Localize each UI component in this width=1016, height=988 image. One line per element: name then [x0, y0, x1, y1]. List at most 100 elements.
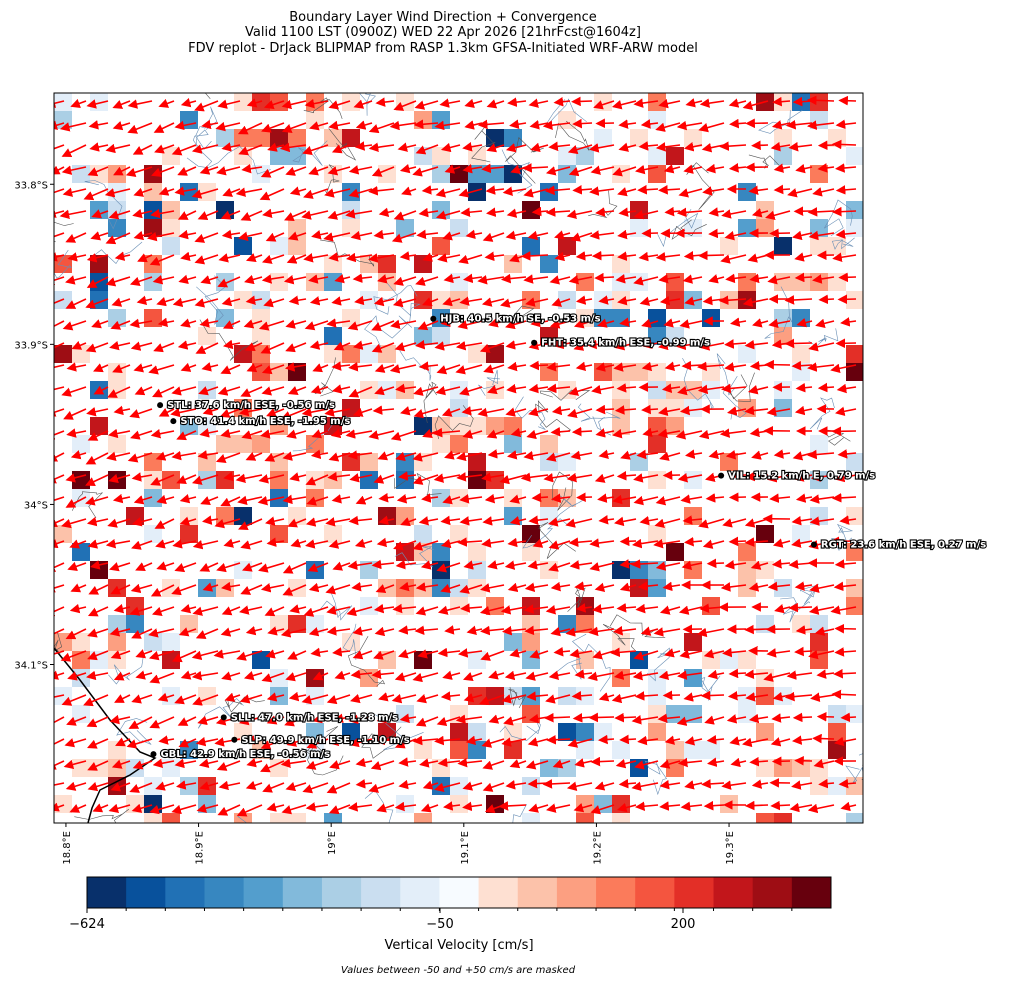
- shade-cell: [450, 381, 468, 399]
- shade-cell: [792, 345, 810, 363]
- shade-cell: [810, 435, 828, 453]
- shade-cell: [666, 705, 684, 723]
- shade-cell: [414, 291, 432, 309]
- shade-cell: [360, 597, 378, 615]
- shade-cell: [522, 597, 540, 615]
- shade-cell: [612, 273, 630, 291]
- shade-cell: [90, 201, 108, 219]
- shade-cell: [180, 615, 198, 633]
- shade-cell: [108, 219, 126, 237]
- shade-cell: [162, 201, 180, 219]
- colorbar-bin: [674, 877, 714, 908]
- shade-cell: [630, 579, 648, 597]
- wind-arrow: [592, 761, 614, 762]
- shade-cell: [414, 579, 432, 597]
- shade-cell: [162, 147, 180, 165]
- shade-cell: [378, 273, 396, 291]
- shade-cell: [576, 741, 594, 759]
- shade-cell: [648, 579, 666, 597]
- shade-cell: [108, 363, 126, 381]
- lon-tick-label: 19.2°E: [592, 831, 603, 865]
- shade-cell: [396, 543, 414, 561]
- shade-cell: [612, 399, 630, 417]
- shade-cell: [522, 237, 540, 255]
- shade-cell: [774, 273, 792, 291]
- shade-cell: [792, 525, 810, 543]
- shade-cell: [684, 507, 702, 525]
- shade-cell: [144, 273, 162, 291]
- colorbar-bin: [322, 877, 362, 908]
- wind-arrow: [794, 717, 812, 718]
- shade-cell: [774, 237, 792, 255]
- shade-cell: [342, 129, 360, 147]
- shade-cell: [324, 471, 342, 489]
- shade-cell: [666, 381, 684, 399]
- colorbar-bin: [518, 877, 558, 908]
- wind-arrow: [597, 409, 614, 410]
- wind-arrow: [683, 365, 702, 366]
- shade-cell: [252, 435, 270, 453]
- wind-arrow: [702, 695, 724, 696]
- wind-arrow: [616, 717, 636, 718]
- shade-cell: [450, 777, 468, 795]
- shade-cell: [846, 345, 864, 363]
- shade-cell: [288, 813, 306, 831]
- wind-arrow: [730, 541, 746, 542]
- shade-cell: [702, 741, 720, 759]
- shade-cell: [810, 237, 828, 255]
- shade-cell: [648, 309, 666, 327]
- shade-cell: [288, 129, 306, 147]
- lon-tick-label: 19°E: [327, 831, 338, 855]
- shade-cell: [342, 345, 360, 363]
- shade-cell: [270, 129, 288, 147]
- shade-cell: [180, 525, 198, 543]
- wind-arrow: [664, 695, 680, 696]
- shade-cell: [774, 381, 792, 399]
- wind-arrow: [840, 100, 856, 101]
- shade-cell: [756, 813, 774, 831]
- colorbar-bin: [792, 877, 832, 908]
- wind-arrow: [809, 100, 835, 101]
- shade-cell: [558, 381, 576, 399]
- shade-cell: [450, 525, 468, 543]
- shade-cell: [738, 273, 756, 291]
- shade-cell: [468, 723, 486, 741]
- shade-cell: [450, 435, 468, 453]
- shade-cell: [342, 201, 360, 219]
- shade-cell: [648, 381, 666, 399]
- shade-cell: [468, 543, 486, 561]
- shade-cell: [108, 435, 126, 453]
- shade-cell: [468, 471, 486, 489]
- shade-cell: [252, 129, 270, 147]
- contour: [862, 765, 877, 793]
- wind-arrow: [710, 233, 724, 234]
- shade-cell: [396, 471, 414, 489]
- colorbar-bin: [244, 877, 284, 908]
- shade-cell: [558, 147, 576, 165]
- lon-tick-label: 19.3°E: [725, 831, 736, 865]
- colorbar-bin: [204, 877, 244, 908]
- wind-arrow: [814, 738, 834, 739]
- shade-cell: [252, 345, 270, 363]
- shade-cell: [270, 273, 288, 291]
- shade-cell: [414, 111, 432, 129]
- shade-cell: [360, 471, 378, 489]
- shade-cell: [306, 561, 324, 579]
- shade-cell: [540, 453, 558, 471]
- colorbar-bin: [361, 877, 401, 908]
- station-dot: [718, 473, 724, 479]
- shade-cell: [756, 525, 774, 543]
- wind-arrow: [573, 101, 592, 102]
- shade-cell: [432, 237, 450, 255]
- shade-cell: [414, 417, 432, 435]
- shade-cell: [648, 111, 666, 129]
- shade-cell: [738, 345, 756, 363]
- wind-arrow: [766, 365, 790, 366]
- shade-cell: [648, 723, 666, 741]
- shade-cell: [828, 273, 846, 291]
- shade-cell: [54, 525, 72, 543]
- wind-arrow: [578, 497, 592, 498]
- shade-cell: [666, 741, 684, 759]
- shade-cell: [774, 813, 792, 831]
